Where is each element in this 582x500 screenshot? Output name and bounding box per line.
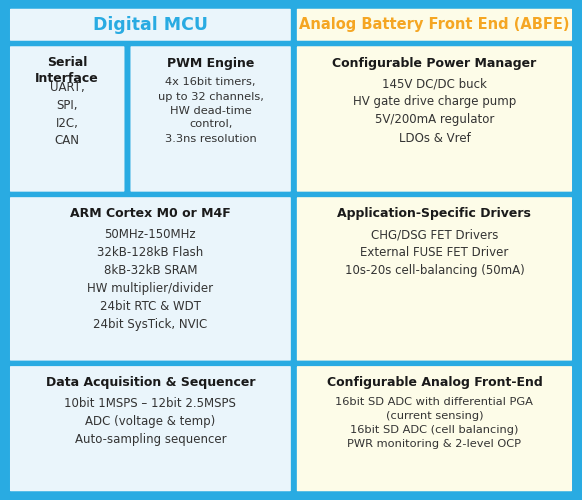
Text: PWM Engine: PWM Engine [167, 56, 254, 70]
Text: 145V DC/DC buck
HV gate drive charge pump
5V/200mA regulator
LDOs & Vref: 145V DC/DC buck HV gate drive charge pum… [353, 78, 516, 144]
Text: Digital MCU: Digital MCU [93, 16, 208, 34]
Text: ARM Cortex M0 or M4F: ARM Cortex M0 or M4F [70, 208, 231, 220]
Text: 16bit SD ADC with differential PGA
(current sensing)
16bit SD ADC (cell balancin: 16bit SD ADC with differential PGA (curr… [335, 398, 533, 450]
Text: 4x 16bit timers,
up to 32 channels,
HW dead-time
control,
3.3ns resolution: 4x 16bit timers, up to 32 channels, HW d… [158, 78, 264, 144]
Text: 50MHz-150MHz
32kB-128kB Flash
8kB-32kB SRAM
HW multiplier/divider
24bit RTC & WD: 50MHz-150MHz 32kB-128kB Flash 8kB-32kB S… [87, 228, 214, 332]
FancyBboxPatch shape [296, 45, 573, 193]
FancyBboxPatch shape [9, 45, 126, 193]
FancyBboxPatch shape [129, 45, 292, 193]
Text: Application-Specific Drivers: Application-Specific Drivers [338, 208, 531, 220]
Text: Data Acquisition & Sequencer: Data Acquisition & Sequencer [45, 376, 255, 390]
Text: UART,
SPI,
I2C,
CAN: UART, SPI, I2C, CAN [50, 80, 84, 148]
Text: 10bit 1MSPS – 12bit 2.5MSPS
ADC (voltage & temp)
Auto-sampling sequencer: 10bit 1MSPS – 12bit 2.5MSPS ADC (voltage… [65, 398, 236, 446]
Text: Configurable Power Manager: Configurable Power Manager [332, 56, 537, 70]
FancyBboxPatch shape [9, 8, 292, 42]
FancyBboxPatch shape [9, 365, 292, 492]
FancyBboxPatch shape [296, 8, 573, 42]
Text: Serial
Interface: Serial Interface [36, 56, 99, 84]
Text: CHG/DSG FET Drivers
External FUSE FET Driver
10s-20s cell-balancing (50mA): CHG/DSG FET Drivers External FUSE FET Dr… [345, 228, 524, 278]
FancyBboxPatch shape [9, 196, 292, 362]
FancyBboxPatch shape [296, 196, 573, 362]
FancyBboxPatch shape [296, 365, 573, 492]
Text: Analog Battery Front End (ABFE): Analog Battery Front End (ABFE) [299, 17, 570, 32]
Text: Configurable Analog Front-End: Configurable Analog Front-End [327, 376, 542, 390]
